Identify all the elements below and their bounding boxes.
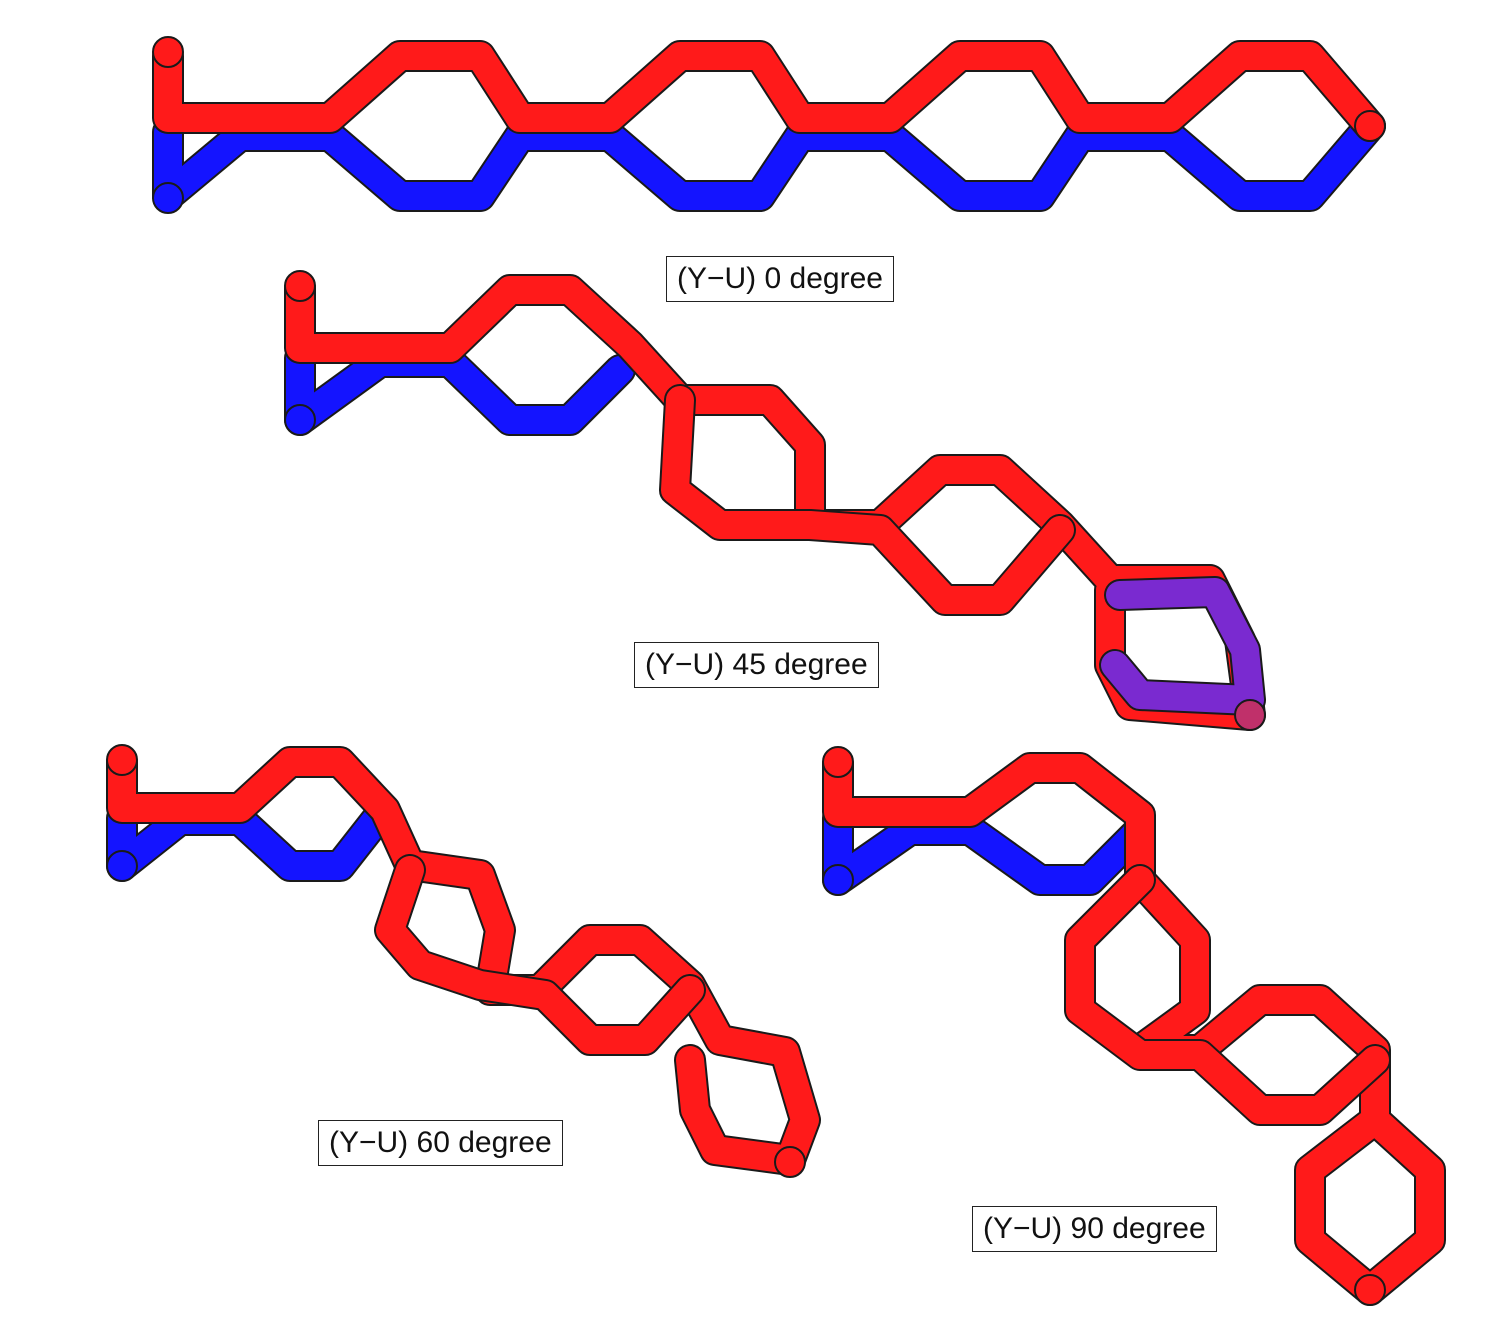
panel-60-degree — [106, 744, 821, 1178]
chain-90-red-branch — [1066, 866, 1389, 1124]
chain-45-overlap — [1101, 578, 1264, 714]
chain-45-red-branch-outline — [659, 384, 1076, 616]
chain-90-blue-end — [822, 864, 854, 896]
chain-60-red-end — [106, 744, 138, 776]
chain-60-blue-end — [106, 850, 138, 882]
panel-45-degree — [284, 270, 1266, 731]
chain-45-tip — [1234, 699, 1266, 731]
chain-45-red-end — [284, 270, 316, 302]
chain-0-blue — [154, 112, 1384, 210]
chain-90-tip — [1354, 1274, 1386, 1306]
caption-0-degree: (Y−U) 0 degree — [666, 256, 894, 302]
chain-60-tip — [774, 1146, 806, 1178]
chain-0-tip — [1354, 110, 1386, 142]
caption-45-degree: (Y−U) 45 degree — [634, 642, 879, 688]
caption-60-degree: (Y−U) 60 degree — [318, 1120, 563, 1166]
panel-90-degree — [822, 746, 1446, 1306]
panel-0-degree — [152, 36, 1386, 214]
chain-60-red-branch — [376, 856, 704, 1054]
chain-60-red — [108, 748, 819, 1174]
chain-0-red — [154, 42, 1384, 140]
caption-90-degree: (Y−U) 90 degree — [972, 1206, 1217, 1252]
chain-90-red-end — [822, 746, 854, 778]
chain-0-red-end — [152, 36, 184, 68]
chain-45-blue-end — [284, 404, 316, 436]
chain-0-blue-end — [152, 182, 184, 214]
chain-45-red-branch — [661, 386, 1074, 614]
